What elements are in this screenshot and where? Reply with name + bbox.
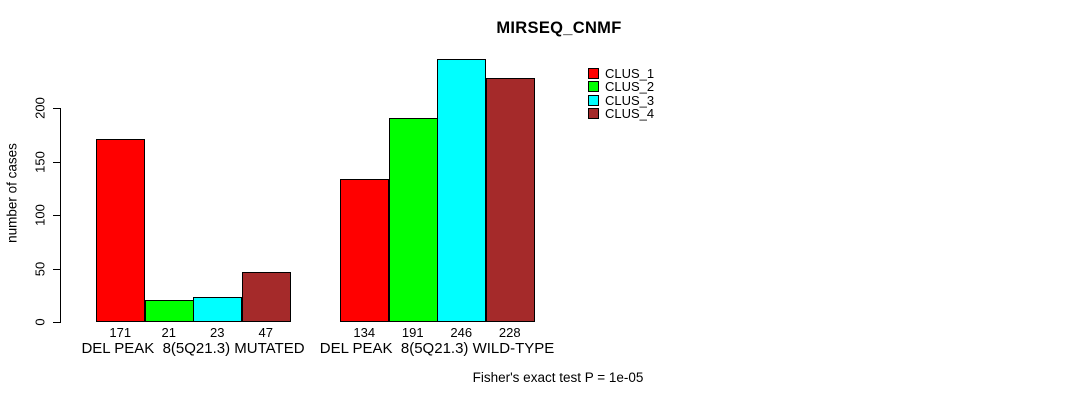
legend-swatch-icon — [588, 108, 599, 120]
legend-entry-clus_4: CLUS_4 — [588, 107, 654, 120]
bar-clus_2-group1 — [144, 300, 194, 322]
bar-clus_1-group2 — [340, 179, 389, 322]
chart-title: MIRSEQ_CNMF — [496, 19, 622, 37]
bar-clus_2-group2 — [388, 118, 438, 322]
bar-value-label: 246 — [450, 325, 473, 340]
y-axis-tick-label: 200 — [32, 97, 48, 119]
y-axis-tick — [53, 268, 60, 270]
legend-label: CLUS_2 — [605, 79, 655, 95]
legend-entry-clus_3: CLUS_3 — [588, 94, 654, 107]
y-axis-tick — [53, 161, 60, 163]
legend-label: CLUS_3 — [605, 92, 655, 108]
legend-entry-clus_1: CLUS_1 — [588, 67, 654, 80]
y-axis-label: number of cases — [4, 143, 20, 243]
bar-clus_4-group2 — [485, 78, 535, 322]
bar-value-label: 134 — [353, 325, 376, 340]
legend-label: CLUS_1 — [605, 66, 655, 82]
y-axis-tick-label: 50 — [32, 261, 48, 276]
legend: CLUS_1 CLUS_2 CLUS_3 CLUS_4 — [588, 67, 654, 120]
bar-value-label: 47 — [258, 325, 273, 340]
bar-clus_3-group1 — [193, 297, 242, 322]
y-axis-line — [60, 108, 61, 323]
group-label: DEL PEAK 8(5Q21.3) MUTATED — [81, 340, 305, 357]
bar-clus_3-group2 — [437, 59, 486, 322]
legend-swatch-icon — [588, 68, 599, 80]
bar-value-label: 21 — [161, 325, 176, 340]
y-axis-tick — [53, 322, 60, 323]
legend-swatch-icon — [588, 81, 599, 93]
y-axis-tick-label: 150 — [32, 150, 48, 173]
annotation-text: Fisher's exact test P = 1e-05 — [472, 370, 644, 385]
legend-entry-clus_2: CLUS_2 — [588, 80, 654, 93]
legend-swatch-icon — [588, 94, 599, 106]
legend-label: CLUS_4 — [605, 106, 655, 122]
bar-value-label: 191 — [401, 325, 424, 340]
bar-value-label: 171 — [109, 325, 132, 340]
bar-value-label: 228 — [498, 325, 521, 340]
y-axis-tick-label: 100 — [32, 204, 48, 226]
group-label: DEL PEAK 8(5Q21.3) WILD-TYPE — [319, 340, 555, 357]
bar-value-label: 23 — [210, 325, 225, 340]
y-axis-tick — [53, 215, 60, 216]
bar-clus_4-group1 — [241, 272, 291, 322]
y-axis-tick-label: 0 — [32, 318, 48, 326]
bar-clus_1-group1 — [96, 139, 145, 322]
y-axis-tick — [53, 108, 60, 109]
